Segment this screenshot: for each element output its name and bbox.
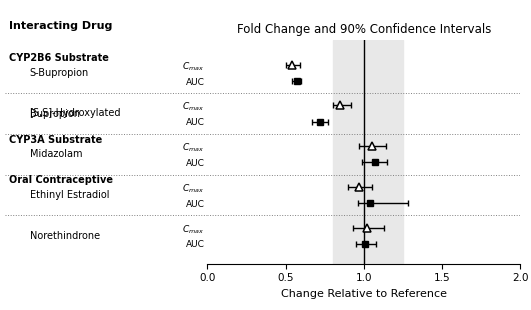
Text: Bupropion: Bupropion [30, 109, 80, 119]
Text: S-Bupropion: S-Bupropion [30, 68, 89, 78]
Bar [332, 40, 403, 264]
Text: Oral Contraceptive: Oral Contraceptive [10, 175, 113, 185]
Text: [S,S]-Hydroxylated: [S,S]-Hydroxylated [30, 108, 121, 118]
Text: Norethindrone: Norethindrone [30, 231, 100, 241]
Title: Fold Change and 90% Confidence Intervals: Fold Change and 90% Confidence Intervals [237, 23, 491, 36]
Text: CYP3A Substrate: CYP3A Substrate [10, 135, 102, 144]
Text: CYP2B6 Substrate: CYP2B6 Substrate [10, 53, 109, 63]
Text: Interacting Drug: Interacting Drug [10, 21, 113, 31]
Text: Midazolam: Midazolam [30, 149, 82, 159]
Text: Ethinyl Estradiol: Ethinyl Estradiol [30, 190, 109, 200]
X-axis label: Change Relative to Reference: Change Relative to Reference [281, 289, 447, 299]
